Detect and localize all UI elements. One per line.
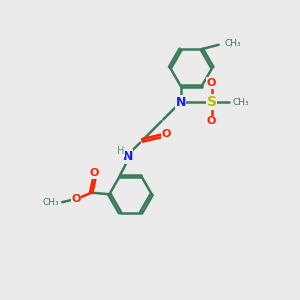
Text: S: S (206, 95, 217, 109)
Text: CH₃: CH₃ (42, 198, 59, 207)
Text: CH₃: CH₃ (224, 39, 241, 48)
Text: N: N (176, 96, 186, 109)
Text: O: O (90, 168, 99, 178)
Text: N: N (122, 150, 133, 163)
Text: CH₃: CH₃ (233, 98, 249, 106)
Text: H: H (118, 146, 125, 156)
Text: O: O (71, 194, 80, 204)
Text: O: O (207, 78, 216, 88)
Text: O: O (161, 129, 171, 139)
Text: O: O (207, 116, 216, 126)
